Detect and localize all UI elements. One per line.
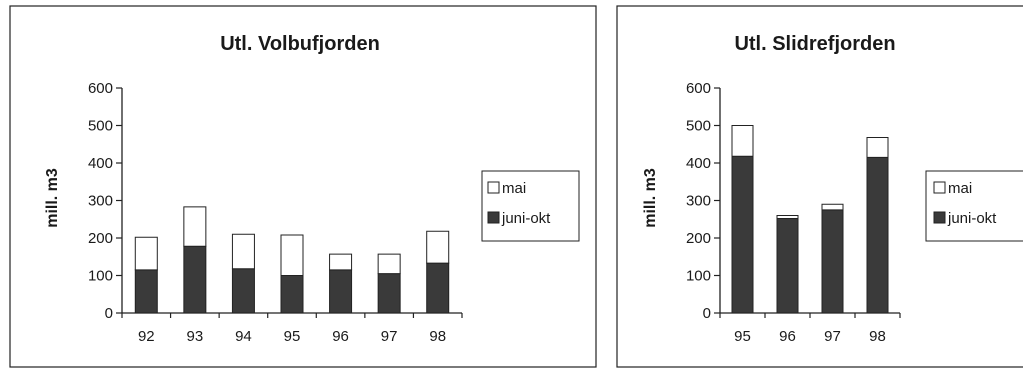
bar-mai-97 [821,203,844,211]
legend-label-juni-okt: juni-okt [947,210,997,227]
bar-mai-98 [866,137,889,158]
x-tick-label: 98 [429,328,446,345]
x-tick-label: 95 [734,328,751,345]
bar-juni-okt-94 [231,268,255,314]
bar-juni-okt-96 [329,269,353,314]
x-tick-label: 92 [138,328,155,345]
bar-juni-okt-95 [280,275,304,314]
y-tick-label: 100 [88,268,113,285]
y-tick-label: 600 [686,80,711,97]
y-axis-label: mill. m3 [642,168,659,228]
y-tick-label: 400 [686,155,711,172]
legend-swatch-juni-okt [487,211,500,224]
bar-juni-okt-92 [134,269,158,314]
chart-title: Utl. Slidrefjorden [734,33,895,55]
x-tick-label: 93 [187,328,204,345]
bar-mai-94 [231,233,255,270]
bar-juni-okt-95 [731,155,754,314]
bar-mai-96 [776,215,799,219]
y-tick-label: 0 [105,305,113,322]
bar-mai-97 [377,253,401,275]
y-tick-label: 300 [686,193,711,210]
plot-area-slidrefjorden: 0 100 200 300 400 500 600 95 96 97 98 [686,80,901,345]
y-tick-label: 600 [88,80,113,97]
y-tick-label: 200 [686,230,711,247]
legend-swatch-mai [933,181,946,194]
bar-mai-98 [426,230,450,264]
bar-juni-okt-97 [821,209,844,314]
bar-mai-95 [731,125,754,157]
bar-mai-93 [183,206,207,247]
x-tick-label: 96 [332,328,349,345]
bar-juni-okt-98 [426,262,450,314]
y-tick-label: 0 [703,305,711,322]
bar-juni-okt-98 [866,156,889,314]
bar-mai-96 [329,253,353,271]
chart-title: Utl. Volbufjorden [220,33,380,55]
y-axis-label: mill. m3 [44,168,61,228]
plot-area-volbufjorden: 0 100 200 300 400 500 600 92 93 94 95 96 97 98 [88,80,463,345]
x-tick-label: 97 [824,328,841,345]
legend-swatch-juni-okt [933,211,946,224]
x-tick-label: 94 [235,328,252,345]
y-tick-label: 300 [88,193,113,210]
y-tick-label: 400 [88,155,113,172]
y-tick-label: 100 [686,268,711,285]
y-tick-label: 200 [88,230,113,247]
bar-mai-92 [134,236,158,271]
x-tick-label: 95 [284,328,301,345]
legend-swatch-mai [487,181,500,194]
y-tick-label: 500 [686,118,711,135]
legend-label-mai: mai [948,180,972,197]
x-tick-label: 97 [381,328,398,345]
bar-juni-okt-96 [776,218,799,314]
bar-mai-95 [280,234,304,276]
x-tick-label: 98 [869,328,886,345]
legend-label-juni-okt: juni-okt [501,210,551,227]
bar-juni-okt-97 [377,273,401,314]
y-tick-label: 500 [88,118,113,135]
x-tick-label: 96 [779,328,796,345]
bar-juni-okt-93 [183,245,207,314]
legend-label-mai: mai [502,180,526,197]
